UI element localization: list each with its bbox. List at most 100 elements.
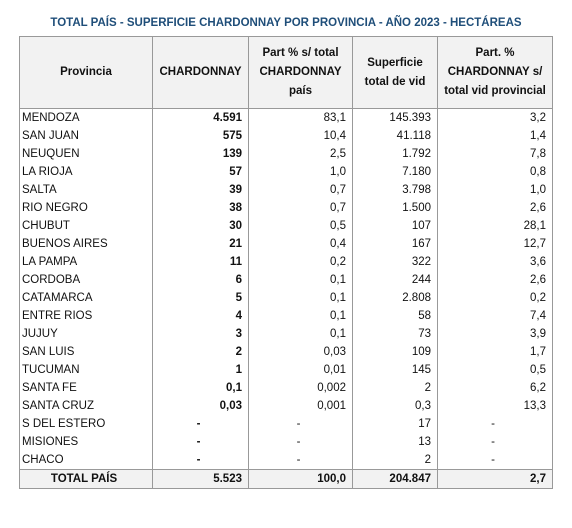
cell: 0,1: [152, 379, 249, 397]
cell: 4: [152, 307, 249, 325]
cell: 3: [152, 325, 249, 343]
cell: 0,3: [352, 397, 438, 415]
cell: 17: [352, 415, 438, 433]
table-row: BUENOS AIRES 21 0,4 167 12,7: [19, 235, 553, 253]
table-row: RIO NEGRO 38 0,7 1.500 2,6: [19, 199, 553, 217]
column-header: Part. % CHARDONNAY s/ total vid provinci…: [437, 36, 553, 109]
cell: 5: [152, 289, 249, 307]
cell: 0,7: [248, 199, 353, 217]
cell: 0,03: [152, 397, 249, 415]
row-label: JUJUY: [19, 325, 153, 343]
cell: 3.798: [352, 181, 438, 199]
row-label: CATAMARCA: [19, 289, 153, 307]
row-label: CHUBUT: [19, 217, 153, 235]
cell: 244: [352, 271, 438, 289]
row-label: SAN JUAN: [19, 127, 153, 145]
table-title: TOTAL PAÍS - SUPERFICIE CHARDONNAY POR P…: [50, 17, 522, 29]
table-row: MENDOZA 4.591 83,1 145.393 3,2: [19, 108, 553, 127]
cell: -: [152, 415, 249, 433]
cell: 0,7: [248, 181, 353, 199]
cell: 7.180: [352, 163, 438, 181]
cell: 12,7: [437, 235, 553, 253]
row-label: TUCUMAN: [19, 361, 153, 379]
row-label: BUENOS AIRES: [19, 235, 153, 253]
cell: -: [248, 433, 353, 451]
table-row: SAN JUAN 575 10,4 41.118 1,4: [19, 127, 553, 145]
cell: 83,1: [248, 108, 353, 127]
cell: 0,1: [248, 307, 353, 325]
table-row: SALTA 39 0,7 3.798 1,0: [19, 181, 553, 199]
cell: -: [437, 415, 553, 433]
cell: 145: [352, 361, 438, 379]
table-row: JUJUY 3 0,1 73 3,9: [19, 325, 553, 343]
row-label: RIO NEGRO: [19, 199, 153, 217]
cell: 107: [352, 217, 438, 235]
row-label: NEUQUEN: [19, 145, 153, 163]
cell: 1.500: [352, 199, 438, 217]
cell: 0,1: [248, 271, 353, 289]
cell: 0,01: [248, 361, 353, 379]
row-label: MENDOZA: [19, 108, 153, 127]
column-header: Part % s/ total CHARDONNAY país: [248, 36, 353, 109]
table-row: CORDOBA 6 0,1 244 2,6: [19, 271, 553, 289]
table-row: SAN LUIS 2 0,03 109 1,7: [19, 343, 553, 361]
data-table: Provincia CHARDONNAY Part % s/ total CHARD…: [19, 36, 553, 489]
cell: 1,0: [437, 181, 553, 199]
cell: 38: [152, 199, 249, 217]
cell: 2.808: [352, 289, 438, 307]
cell: 57: [152, 163, 249, 181]
cell: 3,2: [437, 108, 553, 127]
cell: 7,8: [437, 145, 553, 163]
cell: 2,6: [437, 271, 553, 289]
cell: -: [437, 433, 553, 451]
row-label: SANTA CRUZ: [19, 397, 153, 415]
cell: 0,1: [248, 289, 353, 307]
table-row: LA PAMPA 11 0,2 322 3,6: [19, 253, 553, 271]
cell: 1,4: [437, 127, 553, 145]
cell: 21: [152, 235, 249, 253]
cell: 2: [352, 379, 438, 397]
row-label: TOTAL PAÍS: [19, 469, 153, 489]
row-label: ENTRE RIOS: [19, 307, 153, 325]
row-label: SALTA: [19, 181, 153, 199]
cell: 3,9: [437, 325, 553, 343]
row-label: CHACO: [19, 451, 153, 470]
cell: 11: [152, 253, 249, 271]
cell: 204.847: [352, 469, 438, 489]
cell: 575: [152, 127, 249, 145]
column-header: CHARDONNAY: [152, 36, 249, 109]
table-row: S DEL ESTERO - -17-: [19, 415, 553, 433]
table-row: CATAMARCA 5 0,1 2.808 0,2: [19, 289, 553, 307]
cell: 41.118: [352, 127, 438, 145]
table-row: CHACO - -2-: [19, 451, 553, 470]
table-row: NEUQUEN 139 2,5 1.792 7,8: [19, 145, 553, 163]
row-label: SAN LUIS: [19, 343, 153, 361]
cell: 167: [352, 235, 438, 253]
cell: 13: [352, 433, 438, 451]
cell: 0,4: [248, 235, 353, 253]
cell: 0,002: [248, 379, 353, 397]
cell: 100,0: [248, 469, 353, 489]
cell: 30: [152, 217, 249, 235]
cell: 0,03: [248, 343, 353, 361]
cell: 7,4: [437, 307, 553, 325]
row-label: SANTA FE: [19, 379, 153, 397]
column-header: Superficie total de vid: [352, 36, 438, 109]
cell: 73: [352, 325, 438, 343]
cell: 2,5: [248, 145, 353, 163]
cell: 322: [352, 253, 438, 271]
cell: 0,8: [437, 163, 553, 181]
table-row: TUCUMAN 1 0,01 145 0,5: [19, 361, 553, 379]
cell: 0,001: [248, 397, 353, 415]
cell: 6,2: [437, 379, 553, 397]
cell: 39: [152, 181, 249, 199]
row-label: S DEL ESTERO: [19, 415, 153, 433]
cell: 2,6: [437, 199, 553, 217]
cell: -: [248, 415, 353, 433]
cell: 3,6: [437, 253, 553, 271]
header-row: Provincia CHARDONNAY Part % s/ total CHARD…: [19, 36, 553, 109]
cell: 109: [352, 343, 438, 361]
table-row: MISIONES - -13-: [19, 433, 553, 451]
cell: 139: [152, 145, 249, 163]
